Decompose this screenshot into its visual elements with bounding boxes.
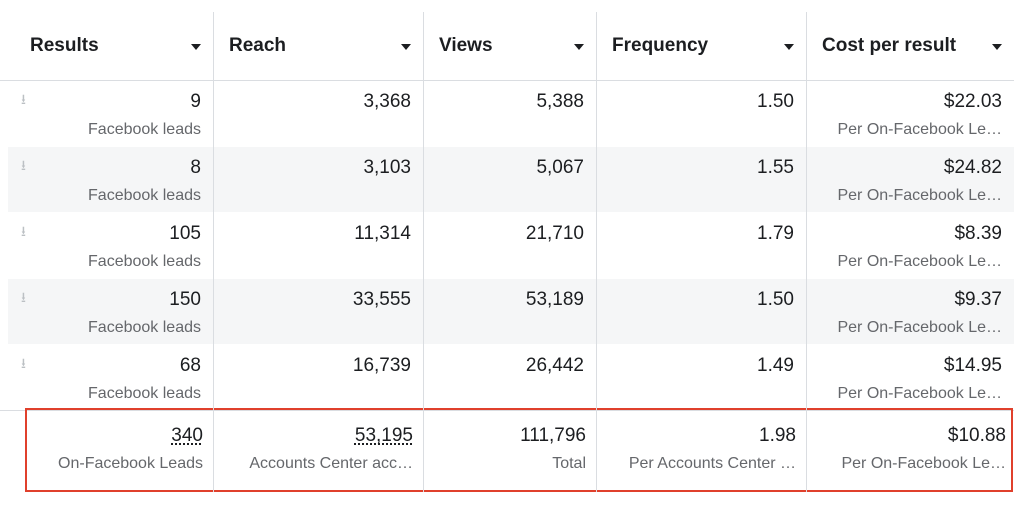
total-label: Per Accounts Center … [628, 455, 796, 472]
cell-unit: Per On-Facebook Le… [837, 385, 1002, 402]
cell-unit: Facebook leads [88, 253, 201, 270]
cell-value: 150 [169, 289, 201, 310]
column-divider [213, 12, 214, 492]
cell-value: 3,368 [363, 91, 411, 112]
cell-unit: Per On-Facebook Le… [837, 319, 1002, 336]
cell-value: 1.50 [757, 91, 794, 112]
row-stripe [8, 147, 1014, 212]
column-divider [423, 12, 424, 492]
cell-unit: Facebook leads [88, 121, 201, 138]
cell-unit: Per On-Facebook Le… [837, 187, 1002, 204]
cell-value: 16,739 [352, 355, 411, 376]
download-icon: ⭳ [21, 223, 26, 239]
sort-caret[interactable] [191, 44, 201, 50]
cell-unit: Facebook leads [88, 385, 201, 402]
column-divider [596, 12, 597, 492]
cell-unit: Facebook leads [88, 319, 201, 336]
cell-unit: Per On-Facebook Le… [837, 121, 1002, 138]
total-label: Per On-Facebook Le… [841, 455, 1006, 472]
cell-value: 1.49 [757, 355, 794, 376]
highlight-box [25, 408, 1013, 492]
download-icon: ⭳ [21, 157, 26, 173]
cell-unit: Facebook leads [88, 187, 201, 204]
cell-value: 3,103 [363, 157, 411, 178]
download-icon: ⭳ [21, 91, 26, 107]
cell-value: 53,189 [525, 289, 584, 310]
sort-caret[interactable] [992, 44, 1002, 50]
cell-value: 33,555 [352, 289, 411, 310]
cell-value: 1.79 [757, 223, 794, 244]
cell-value: 11,314 [354, 223, 411, 244]
header-divider [0, 80, 1014, 81]
cell-value: 1.55 [757, 157, 794, 178]
column-divider [806, 12, 807, 492]
cell-value: $9.37 [954, 289, 1002, 310]
column-header[interactable]: Cost per result [822, 35, 957, 56]
cell-value: $8.39 [954, 223, 1002, 244]
cell-value: 26,442 [525, 355, 584, 376]
column-header[interactable]: Frequency [612, 35, 709, 56]
cell-value: $14.95 [943, 355, 1002, 376]
sort-caret[interactable] [401, 44, 411, 50]
total-value: 111,796 [520, 425, 586, 446]
download-icon: ⭳ [21, 289, 26, 305]
download-icon: ⭳ [21, 355, 26, 371]
cell-value: 21,710 [525, 223, 584, 244]
totals-divider [0, 410, 1014, 411]
column-header[interactable]: Reach [229, 35, 287, 56]
cell-unit: Per On-Facebook Le… [837, 253, 1002, 270]
cell-value: 5,067 [536, 157, 584, 178]
cell-value: 8 [190, 157, 201, 178]
sort-caret[interactable] [574, 44, 584, 50]
sort-caret[interactable] [784, 44, 794, 50]
cell-value: 1.50 [757, 289, 794, 310]
total-label: Total [552, 455, 586, 472]
cell-value: $24.82 [943, 157, 1002, 178]
cell-value: $22.03 [943, 91, 1002, 112]
cell-value: 105 [169, 223, 201, 244]
total-value: $10.88 [947, 425, 1006, 446]
cell-value: 9 [190, 91, 201, 112]
total-value: 340 [171, 425, 203, 446]
cell-value: 68 [179, 355, 201, 376]
column-header[interactable]: Results [30, 35, 99, 56]
column-header[interactable]: Views [439, 35, 493, 56]
total-value: 53,195 [354, 425, 413, 446]
total-label: Accounts Center acc… [249, 455, 413, 472]
row-stripe [8, 279, 1014, 344]
total-label: On-Facebook Leads [58, 455, 203, 472]
total-value: 1.98 [759, 425, 796, 446]
cell-value: 5,388 [536, 91, 584, 112]
